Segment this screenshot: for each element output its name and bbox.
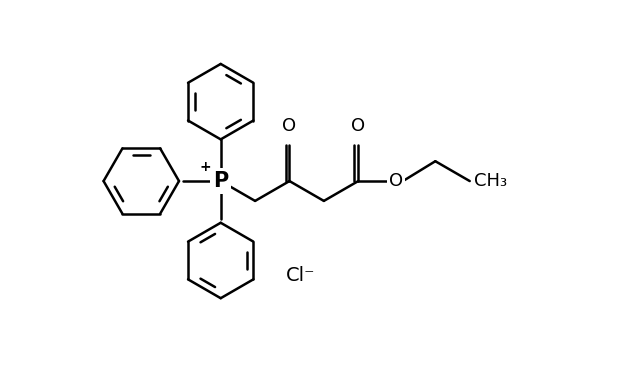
Text: O: O <box>389 172 403 190</box>
Text: CH₃: CH₃ <box>473 172 507 190</box>
Text: Cl⁻: Cl⁻ <box>285 266 315 285</box>
Text: +: + <box>199 160 211 174</box>
Text: O: O <box>282 117 296 135</box>
Text: P: P <box>213 171 229 191</box>
Text: O: O <box>351 117 365 135</box>
